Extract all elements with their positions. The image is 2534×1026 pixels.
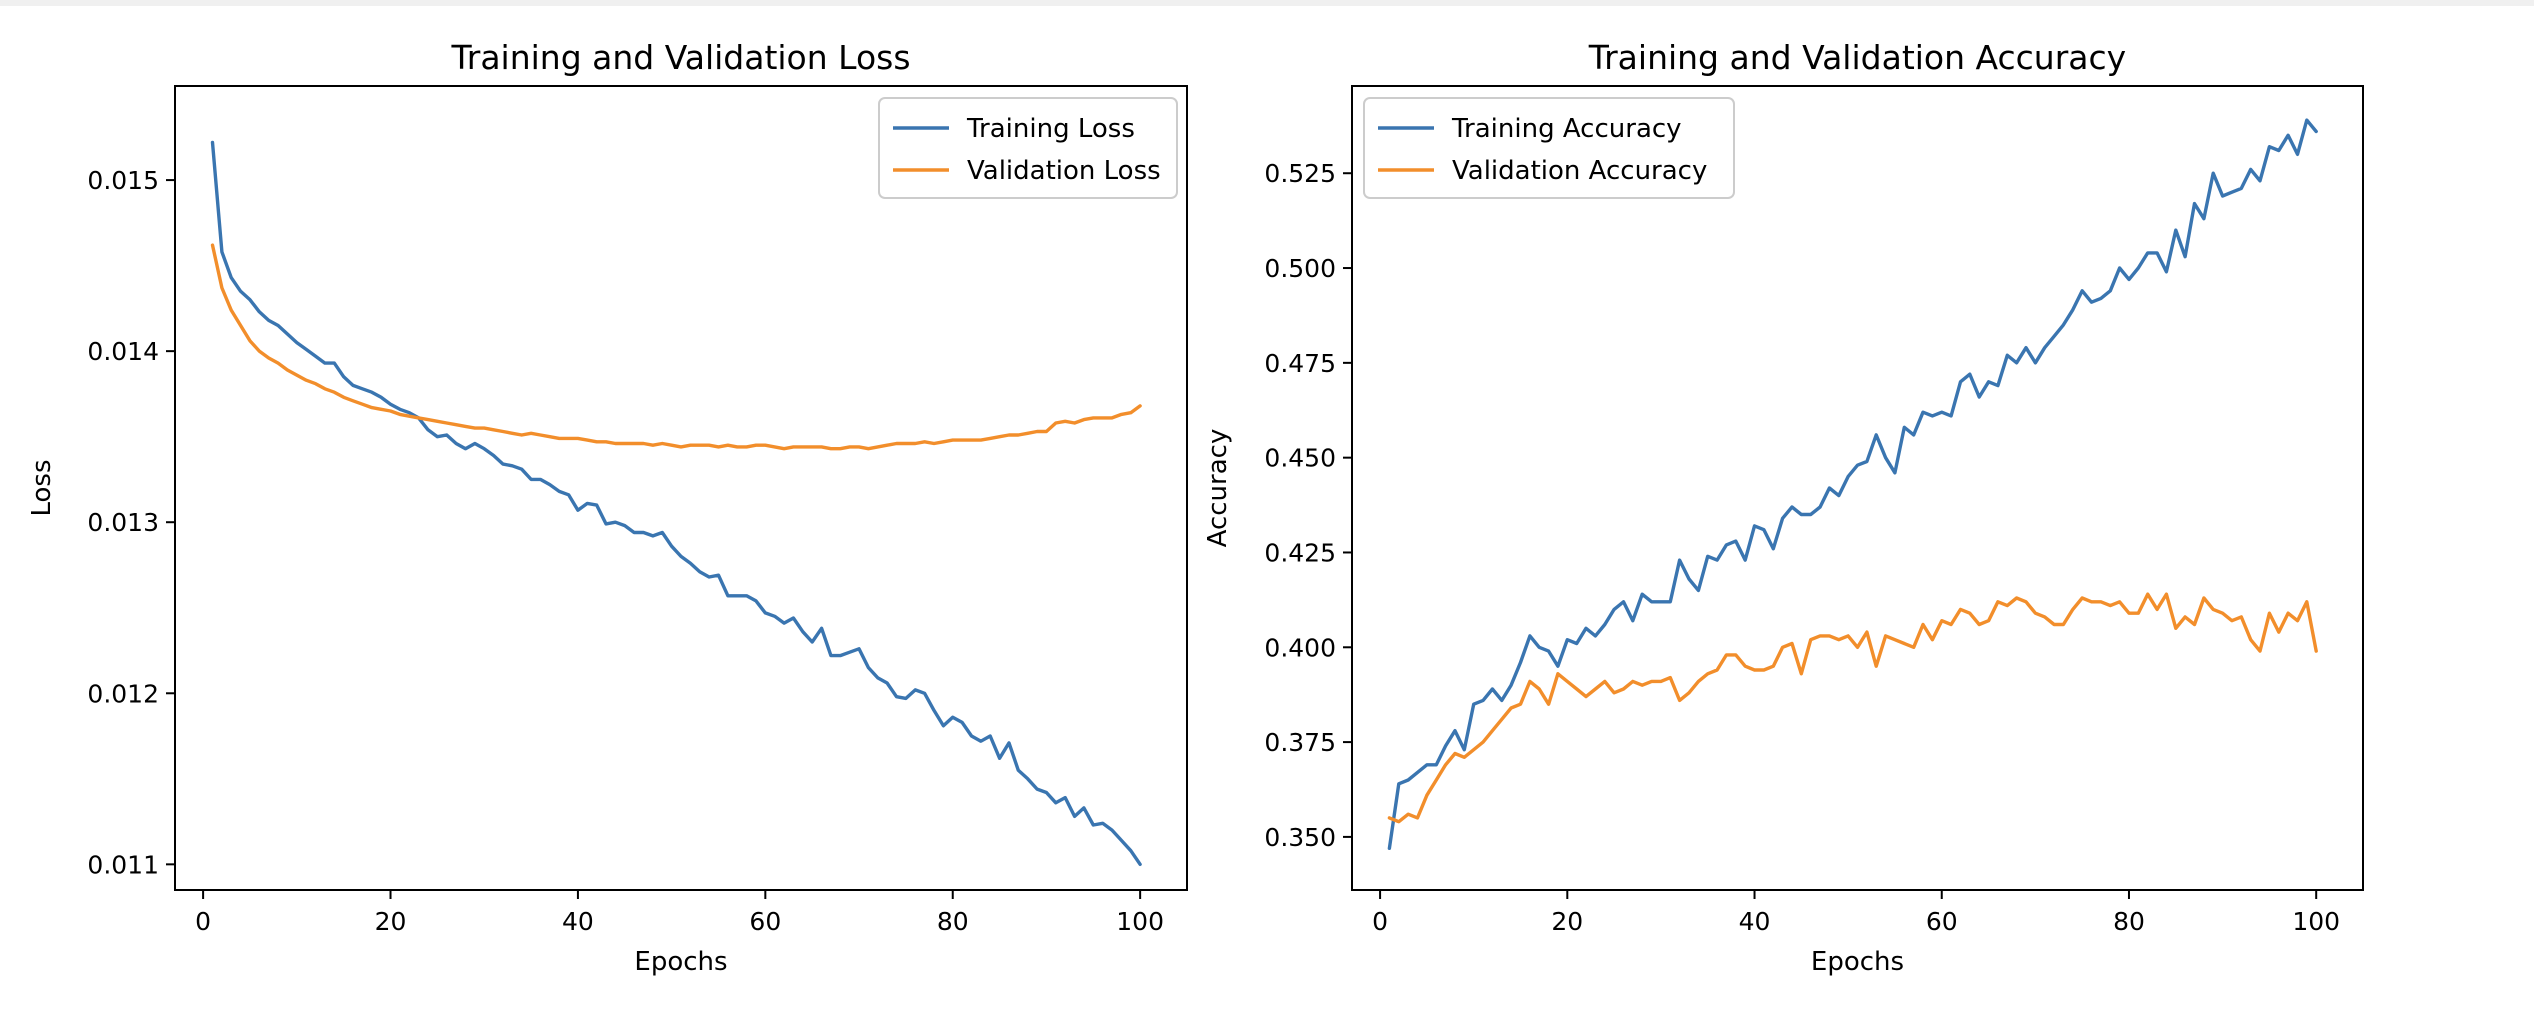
- y-axis-label: Accuracy: [1203, 429, 1233, 548]
- x-tick-label: 0: [1372, 907, 1388, 936]
- x-tick-label: 40: [562, 907, 594, 936]
- series-line-validation-accuracy: [1387, 592, 2318, 824]
- y-tick-label: 0.400: [1264, 633, 1336, 662]
- y-axis-label: Loss: [27, 459, 57, 516]
- axes-frame: [174, 85, 1188, 891]
- y-tick-label: 0.475: [1264, 349, 1336, 378]
- x-tick-label: 60: [749, 907, 781, 936]
- chart-title: Training and Validation Accuracy: [1588, 38, 2126, 77]
- window-top-strip: [0, 0, 2534, 6]
- series-line-training-loss: [210, 140, 1142, 866]
- y-tick-label: 0.011: [87, 850, 159, 879]
- series-line-validation-loss: [210, 243, 1142, 451]
- y-tick-label: 0.012: [87, 679, 159, 708]
- x-tick-label: 20: [375, 907, 407, 936]
- chart-panel-1: Training and Validation Loss 0 20 40 60 80 100…: [27, 38, 1188, 977]
- y-tick-label: 0.015: [87, 166, 159, 195]
- legend-box: [878, 97, 1178, 199]
- x-tick-label: 80: [2113, 907, 2145, 936]
- y-tick-label: 0.525: [1264, 159, 1336, 188]
- x-axis-label: Epochs: [634, 947, 727, 977]
- legend-label: Training Loss: [966, 114, 1135, 144]
- y-tick-label: 0.350: [1264, 823, 1336, 852]
- x-tick-label: 20: [1551, 907, 1583, 936]
- x-tick-label: 100: [2292, 907, 2340, 936]
- y-tick-label: 0.500: [1264, 254, 1336, 283]
- chart-panel-2: Training and Validation Accuracy 0 20 40 60 8…: [1203, 38, 2364, 977]
- legend: Training Accuracy Validation Accuracy: [1363, 97, 1735, 199]
- y-tick-label: 0.375: [1264, 728, 1336, 757]
- x-tick-label: 0: [195, 907, 211, 936]
- legend-label: Validation Accuracy: [1452, 156, 1707, 186]
- x-tick-label: 40: [1739, 907, 1771, 936]
- axes-frame: [1351, 85, 2364, 891]
- chart-title: Training and Validation Loss: [450, 38, 910, 77]
- y-tick-label: 0.425: [1264, 538, 1336, 567]
- y-tick-label: 0.013: [87, 508, 159, 537]
- legend-label: Validation Loss: [967, 156, 1161, 186]
- legend-box: [1363, 97, 1735, 199]
- y-tick-label: 0.014: [87, 337, 159, 366]
- x-tick-label: 80: [937, 907, 969, 936]
- x-tick-label: 60: [1926, 907, 1958, 936]
- legend: Training Loss Validation Loss: [878, 97, 1178, 199]
- x-axis-label: Epochs: [1811, 947, 1904, 977]
- x-tick-label: 100: [1116, 907, 1164, 936]
- y-tick-label: 0.450: [1264, 444, 1336, 473]
- series-line-training-accuracy: [1387, 118, 2318, 850]
- legend-label: Training Accuracy: [1451, 114, 1682, 144]
